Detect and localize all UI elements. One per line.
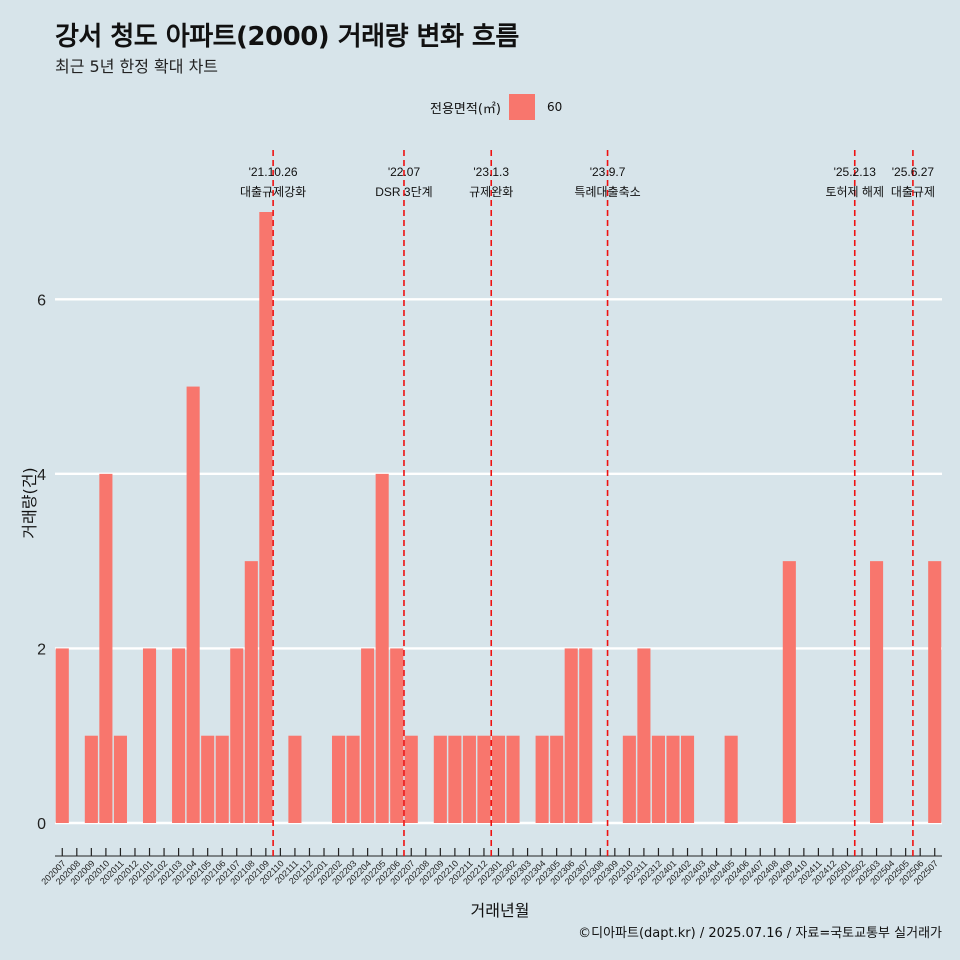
bar — [172, 648, 186, 823]
bar — [491, 735, 506, 823]
bar — [724, 735, 738, 823]
bar — [230, 648, 244, 823]
bar — [404, 735, 418, 823]
bar — [332, 735, 346, 823]
bar — [84, 735, 98, 823]
bar — [288, 735, 302, 823]
bar — [186, 386, 200, 823]
bar — [651, 735, 665, 823]
event-text-label: 규제완화 — [469, 185, 513, 199]
bar — [462, 735, 476, 823]
bar — [579, 648, 593, 823]
bar — [506, 735, 520, 823]
bar — [433, 735, 447, 823]
event-date-label: '23.1.3 — [473, 165, 509, 179]
legend: 전용면적(㎡) 60 — [430, 94, 562, 120]
bar — [201, 735, 215, 823]
event-date-label: '21.10.26 — [249, 165, 298, 179]
bar — [259, 212, 273, 823]
bar — [99, 473, 113, 823]
y-tick-label: 6 — [37, 292, 46, 309]
event-text-label: DSR 3단계 — [375, 185, 432, 199]
bar — [477, 735, 491, 823]
bar — [666, 735, 680, 823]
event-text-label: 대출규제 — [891, 185, 935, 199]
bar — [244, 561, 258, 823]
bar — [448, 735, 462, 823]
event-date-label: '25.6.27 — [892, 165, 935, 179]
bar — [680, 735, 695, 823]
event-text-label: 특례대출축소 — [574, 185, 640, 199]
bar — [142, 648, 157, 823]
y-axis-label: 거래량(건) — [20, 467, 39, 539]
bar — [346, 735, 360, 823]
bar — [550, 735, 564, 823]
chart-subtitle: 최근 5년 한정 확대 차트 — [55, 57, 219, 76]
bar — [55, 648, 69, 823]
legend-title: 전용면적(㎡) — [430, 101, 501, 117]
bar — [782, 561, 796, 823]
bar — [637, 648, 651, 823]
y-tick-label: 2 — [37, 641, 46, 658]
event-text-label: 대출규제강화 — [240, 185, 306, 199]
legend-entry: 60 — [546, 100, 563, 114]
bar — [564, 648, 578, 823]
bar — [928, 561, 942, 823]
event-date-label: '23.9.7 — [590, 165, 626, 179]
x-axis-label: 거래년월 — [470, 901, 530, 920]
bar — [215, 735, 229, 823]
y-tick-label: 0 — [37, 816, 46, 833]
bar — [361, 648, 375, 823]
bar — [870, 561, 884, 823]
bar — [113, 735, 127, 823]
bar — [375, 473, 389, 823]
bar — [390, 648, 404, 823]
bar — [535, 735, 549, 823]
chart-title: 강서 청도 아파트(2000) 거래량 변화 흐름 — [55, 22, 519, 52]
event-date-label: '22.07 — [388, 165, 421, 179]
bar — [622, 735, 636, 823]
source-caption: ©디아파트(dapt.kr) / 2025.07.16 / 자료=국토교통부 실… — [578, 926, 942, 941]
y-tick-label: 4 — [37, 467, 46, 484]
legend-swatch — [508, 94, 535, 120]
event-text-label: 토허제 해제 — [825, 185, 884, 199]
event-date-label: '25.2.13 — [834, 165, 877, 179]
